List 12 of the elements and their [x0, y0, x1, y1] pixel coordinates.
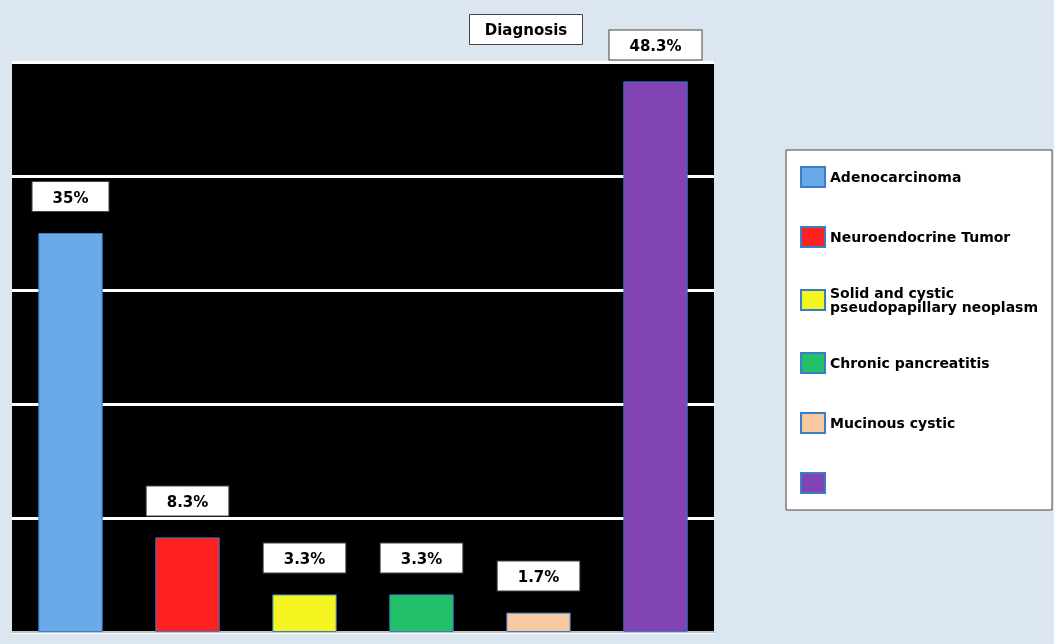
data-label: 1.7%	[517, 568, 560, 587]
data-label: 48.3%	[629, 36, 682, 55]
data-label: 8.3%	[166, 492, 209, 511]
legend-label: Solid and cystic pseudopapillary neoplasm	[830, 285, 1039, 315]
legend-label: Neuroendocrine Tumor	[830, 229, 1011, 245]
data-label: 3.3%	[283, 549, 326, 568]
data-label: 35%	[52, 188, 89, 207]
chart-title: Diagnosis	[484, 20, 568, 39]
legend-label: Chronic pancreatitis	[830, 355, 990, 371]
legend-label: Mucinous cystic	[830, 415, 956, 431]
legend-label: Adenocarcinoma	[830, 169, 962, 185]
data-label: 3.3%	[400, 549, 443, 568]
